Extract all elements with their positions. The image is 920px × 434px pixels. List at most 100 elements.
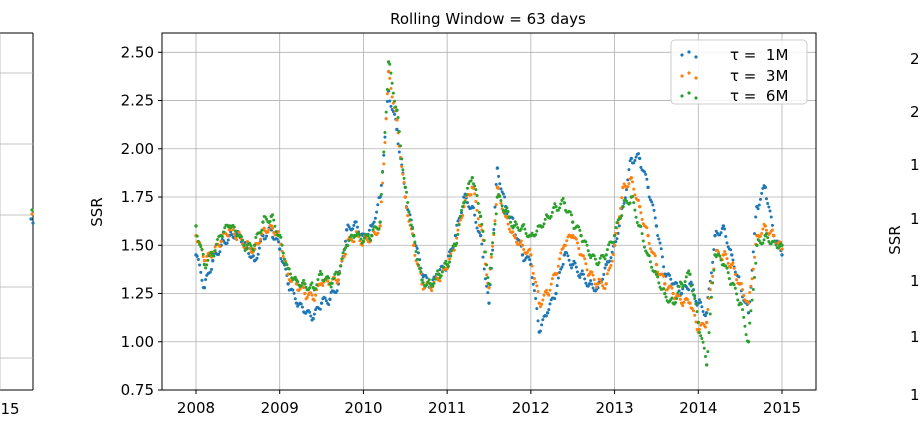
series-3m-point <box>531 271 535 275</box>
series-6m-point <box>461 204 465 208</box>
series-3m-point <box>697 327 701 331</box>
right-panel-y-tick-label: 1 <box>910 156 920 174</box>
series-6m-point <box>584 240 588 244</box>
series-6m-point <box>640 232 644 236</box>
series-1m-point <box>486 291 490 295</box>
series-1m-point <box>574 265 578 269</box>
series-1m-point <box>689 280 693 284</box>
series-6m-point <box>393 99 397 103</box>
series-3m-point <box>601 284 605 288</box>
series-1m-point <box>389 104 393 108</box>
series-1m-point <box>373 216 377 220</box>
series-1m-point <box>610 250 614 254</box>
series-1m-point <box>696 301 700 305</box>
series-6m-point <box>318 269 322 273</box>
series-6m-point <box>495 195 500 199</box>
series-3m-point <box>751 267 755 271</box>
series-6m-point <box>450 248 454 252</box>
series-6m-point <box>554 204 558 209</box>
series-3m-point <box>627 182 631 186</box>
series-3m-point <box>703 325 707 329</box>
series-1m-point <box>418 258 422 262</box>
series-3m-point <box>581 254 585 258</box>
series-1m-point <box>668 273 672 277</box>
series-6m-point <box>328 282 332 286</box>
series-1m-point <box>431 278 435 282</box>
series-6m-point <box>558 206 562 210</box>
series-6m-point <box>535 229 539 233</box>
series-1m-point <box>354 220 358 224</box>
series-3m <box>194 69 784 334</box>
series-6m-point <box>488 266 492 270</box>
series-1m-point <box>352 223 356 227</box>
series-1m-point <box>375 210 379 214</box>
series-6m-point <box>416 263 420 267</box>
series-6m-point <box>302 278 306 282</box>
series-3m-point <box>529 253 533 257</box>
series-1m-point <box>425 276 429 280</box>
series-6m-point <box>327 276 331 280</box>
series-1m-point <box>408 213 412 217</box>
series-6m-point <box>650 265 654 269</box>
series-6m-point <box>464 193 468 197</box>
series-3m-point <box>595 285 599 289</box>
series-1m-point <box>204 277 208 281</box>
series-6m-point <box>311 286 315 290</box>
legend-marker-3m <box>680 74 684 78</box>
series-1m-point <box>456 219 460 223</box>
series-1m-point <box>471 206 475 210</box>
series-6m-point <box>670 296 674 300</box>
series-1m-point <box>573 261 577 265</box>
series-3m-point <box>537 301 541 305</box>
series-3m-point <box>309 291 313 295</box>
series-1m-point <box>578 276 582 280</box>
series-6m-point <box>279 235 283 239</box>
series-6m-point <box>726 271 730 275</box>
series-1m-point <box>622 201 626 205</box>
series-1m-point <box>534 296 538 300</box>
series-1m-point <box>719 231 723 235</box>
series-1m-point <box>626 178 630 182</box>
series-3m-point <box>732 266 736 270</box>
series-1m-point <box>590 282 594 286</box>
series-6m-point <box>762 238 766 242</box>
series-3m-point <box>219 239 223 244</box>
series-3m-point <box>662 274 666 278</box>
series-1m-point <box>498 182 502 186</box>
series-1m-point <box>279 257 283 261</box>
series-1m-point <box>625 188 629 192</box>
series-6m-point <box>354 234 358 238</box>
series-1m-point <box>658 241 662 245</box>
series-1m-point <box>462 195 466 199</box>
series-1m-point <box>299 302 303 306</box>
series-1m-point <box>372 220 376 224</box>
series-6m-point <box>674 300 678 304</box>
series-3m-point <box>599 280 603 284</box>
series-6m-point <box>456 232 460 236</box>
series-3m-point <box>544 288 548 292</box>
series-1m-point <box>659 247 663 251</box>
series-6m-point <box>242 243 246 247</box>
series-1m-point <box>565 251 569 255</box>
series-1m-point <box>570 266 574 270</box>
x-axis-ticks: 2008 2009 2010 2011 2012 2013 2014 2015 <box>177 390 801 417</box>
series-3m-point <box>688 301 692 305</box>
series-6m-point <box>718 254 722 258</box>
plot-frame <box>161 32 817 391</box>
left-panel-x-tick-label: 15 <box>0 400 19 418</box>
series-3m-point <box>534 280 538 284</box>
series-3m-point <box>383 141 387 145</box>
series-6m-point <box>434 272 438 276</box>
series-3m-point <box>704 320 709 325</box>
series-1m-point <box>217 252 221 256</box>
series-6m-point <box>473 184 477 188</box>
legend-entry-3m: τ = 3M <box>680 67 788 85</box>
data-points <box>194 60 784 367</box>
series-3m-point <box>205 254 209 258</box>
series-1m-point <box>687 288 691 292</box>
series-6m-point <box>425 283 429 287</box>
series-3m-point <box>469 193 473 197</box>
series-6m-point <box>744 333 748 337</box>
series-3m-point <box>596 282 600 286</box>
series-1m <box>194 89 784 334</box>
